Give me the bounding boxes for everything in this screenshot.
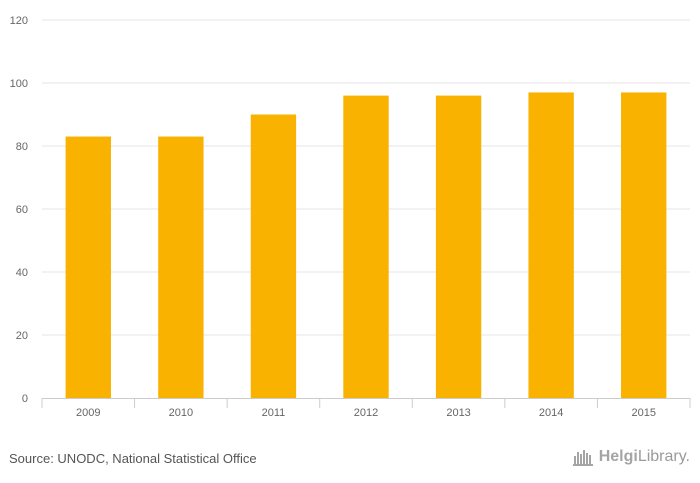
x-tick-label: 2014 (539, 407, 563, 419)
x-tick-label: 2009 (76, 407, 100, 419)
x-tick-label: 2010 (169, 407, 193, 419)
bar-chart: 0 20 40 60 80 100 120 2009 2010 2011 2012 2013 2014 2… (10, 15, 691, 419)
x-tick-label: 2011 (262, 407, 286, 419)
bar (621, 92, 667, 398)
y-tick-label: 60 (16, 204, 28, 216)
y-tick-label: 20 (16, 330, 28, 342)
y-tick-label: 100 (10, 78, 28, 90)
bar (158, 136, 204, 399)
y-tick-label: 80 (16, 141, 28, 153)
x-tick-label: 2012 (354, 407, 378, 419)
bar (250, 114, 297, 398)
bar (65, 136, 111, 399)
x-tick-label: 2013 (446, 407, 470, 419)
helgi-library-logo[interactable]: Helgi Library. (572, 448, 690, 466)
x-tick-label: 2015 (631, 407, 655, 419)
brand-name-part2: Library. (637, 448, 690, 465)
y-tick-label: 0 (22, 393, 28, 405)
bar (435, 95, 482, 398)
y-tick-label: 120 (10, 15, 28, 27)
source-note: Source: UNODC, National Statistical Offi… (9, 451, 257, 466)
skyline-icon (572, 450, 593, 466)
bar (343, 95, 389, 398)
y-tick-label: 40 (16, 267, 28, 279)
brand-name-part1: Helgi (598, 448, 638, 465)
bar (528, 92, 574, 398)
